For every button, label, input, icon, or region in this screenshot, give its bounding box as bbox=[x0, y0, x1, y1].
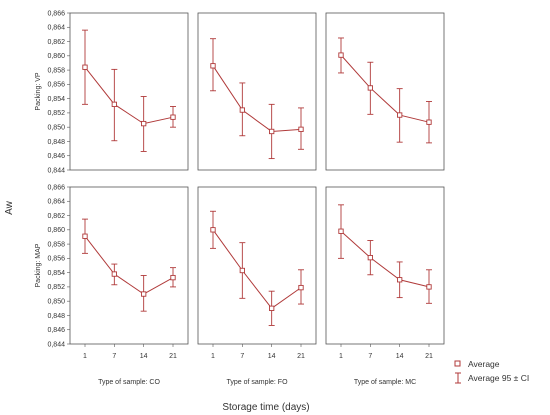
legend: Average Average 95 ± CI bbox=[454, 359, 529, 384]
panel bbox=[69, 186, 189, 345]
y-tick-label: 0,850 bbox=[47, 298, 65, 305]
mean-point bbox=[82, 233, 88, 239]
x-tick-label: 21 bbox=[169, 353, 177, 360]
y-tick-label: 0,856 bbox=[47, 82, 65, 89]
panel-frame bbox=[325, 186, 445, 345]
mean-point bbox=[298, 126, 304, 132]
y-tick-label: 0,848 bbox=[47, 139, 65, 146]
panels-layer bbox=[69, 12, 445, 345]
panel bbox=[69, 12, 189, 171]
series-line bbox=[212, 229, 302, 310]
column-label: Type of sample: FO bbox=[226, 379, 288, 386]
mean-point bbox=[269, 305, 275, 311]
mean-point bbox=[239, 107, 245, 113]
x-tick-label: 1 bbox=[83, 353, 87, 360]
y-tick-label: 0,844 bbox=[47, 341, 65, 348]
x-tick-label: 14 bbox=[140, 353, 148, 360]
x-axis-title: Storage time (days) bbox=[222, 402, 309, 413]
x-tick-label: 21 bbox=[425, 353, 433, 360]
y-tick-label: 0,864 bbox=[47, 199, 65, 206]
x-tick-label: 1 bbox=[339, 353, 343, 360]
panel bbox=[325, 186, 445, 345]
y-tick-label: 0,860 bbox=[47, 227, 65, 234]
y-tick-label: 0,846 bbox=[47, 153, 65, 160]
x-tick-label: 21 bbox=[297, 353, 305, 360]
mean-point bbox=[298, 284, 304, 291]
row-label: Packing: MAP bbox=[35, 243, 42, 287]
panel bbox=[197, 12, 317, 171]
mean-point bbox=[338, 228, 344, 234]
panel bbox=[197, 186, 317, 345]
x-tick-label: 14 bbox=[396, 353, 404, 360]
y-tick-label: 0,860 bbox=[47, 53, 65, 60]
legend-average-label: Average bbox=[468, 359, 500, 369]
mean-point bbox=[111, 101, 117, 107]
y-tick-label: 0,850 bbox=[47, 124, 65, 131]
mean-point bbox=[239, 267, 245, 274]
x-tick-label: 14 bbox=[268, 353, 276, 360]
legend-average-marker bbox=[454, 360, 461, 367]
mean-point bbox=[367, 254, 373, 261]
series-line bbox=[340, 54, 430, 123]
y-tick-label: 0,858 bbox=[47, 241, 65, 248]
y-tick-label: 0,854 bbox=[47, 96, 65, 103]
series-line bbox=[340, 230, 430, 288]
series-line bbox=[212, 65, 302, 132]
mean-point bbox=[210, 63, 216, 69]
mean-point bbox=[338, 52, 344, 58]
panel-frame bbox=[69, 12, 189, 171]
y-tick-label: 0,862 bbox=[47, 213, 65, 220]
panel-frame bbox=[197, 12, 317, 171]
panel-frame bbox=[69, 186, 189, 345]
column-label: Type of sample: CO bbox=[98, 379, 160, 386]
axis-layer: 0,844 0,846 0,848 0,850 0,852 0,854 0,856 0,858… bbox=[35, 10, 433, 386]
mean-point bbox=[397, 112, 403, 118]
mean-point bbox=[141, 120, 147, 127]
y-tick-label: 0,858 bbox=[47, 67, 65, 74]
column-label: Type of sample: MC bbox=[354, 379, 416, 386]
y-tick-label: 0,846 bbox=[47, 327, 65, 334]
series-line bbox=[84, 66, 174, 125]
row-label: Packing: VP bbox=[35, 72, 42, 110]
panel-frame bbox=[197, 186, 317, 345]
series-line bbox=[84, 235, 174, 295]
legend-ci-label: Average 95 ± CI bbox=[468, 373, 529, 383]
x-tick-label: 7 bbox=[240, 353, 244, 360]
panel-frame bbox=[325, 12, 445, 171]
mean-point bbox=[426, 119, 432, 125]
y-tick-label: 0,852 bbox=[47, 284, 65, 291]
mean-point bbox=[397, 277, 403, 283]
mean-point bbox=[210, 227, 216, 233]
y-axis-title: Aw bbox=[4, 200, 15, 214]
x-tick-label: 1 bbox=[211, 353, 215, 360]
mean-point bbox=[269, 128, 275, 135]
mean-point bbox=[141, 291, 147, 297]
y-tick-label: 0,854 bbox=[47, 270, 65, 277]
y-tick-label: 0,864 bbox=[47, 25, 65, 32]
mean-point bbox=[367, 85, 373, 91]
y-tick-label: 0,856 bbox=[47, 256, 65, 263]
mean-point bbox=[426, 284, 432, 290]
y-tick-label: 0,844 bbox=[47, 167, 65, 174]
mean-point bbox=[170, 114, 176, 120]
y-tick-label: 0,862 bbox=[47, 39, 65, 46]
mean-point bbox=[170, 274, 176, 281]
mean-point bbox=[111, 271, 117, 277]
y-tick-label: 0,852 bbox=[47, 110, 65, 117]
x-tick-label: 7 bbox=[368, 353, 372, 360]
y-tick-label: 0,848 bbox=[47, 313, 65, 320]
y-tick-label: 0,866 bbox=[47, 10, 65, 17]
panel bbox=[325, 12, 445, 171]
x-tick-label: 7 bbox=[112, 353, 116, 360]
mean-point bbox=[82, 64, 88, 70]
y-tick-label: 0,866 bbox=[47, 184, 65, 191]
